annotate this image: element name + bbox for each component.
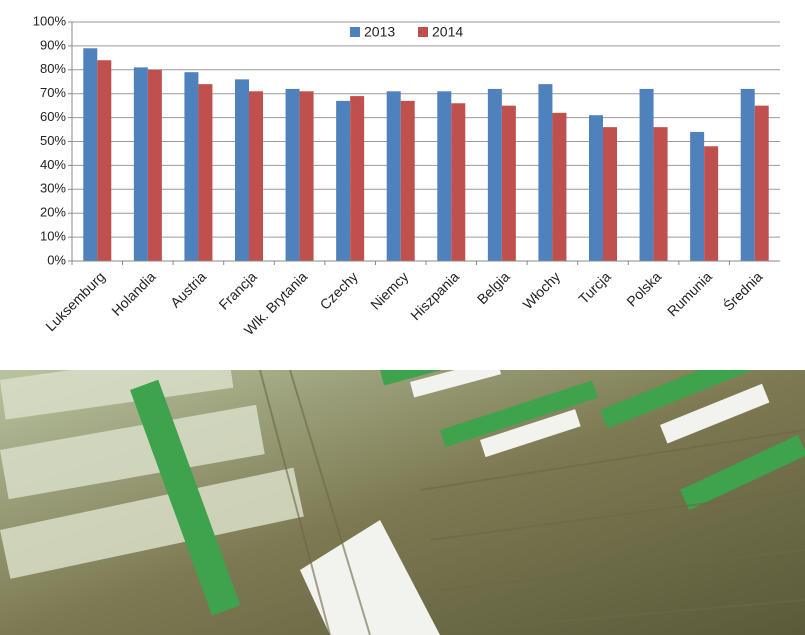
bar: [538, 84, 553, 261]
bar: [487, 88, 502, 261]
bar: [552, 112, 567, 261]
bar: [285, 88, 300, 261]
bar: [740, 88, 755, 261]
y-tick-label: 60%: [40, 109, 66, 124]
bar: [386, 91, 401, 261]
x-tick-label: Belgia: [474, 268, 513, 307]
x-tick-label: Średnia: [719, 268, 765, 314]
bar: [97, 60, 112, 261]
bar: [184, 72, 199, 261]
x-tick-label: Niemcy: [367, 268, 411, 312]
y-tick-label: 40%: [40, 157, 66, 172]
y-tick-label: 0%: [47, 252, 66, 267]
bar: [133, 67, 148, 261]
y-tick-label: 100%: [33, 13, 67, 28]
bar: [235, 79, 249, 261]
bar: [704, 146, 719, 261]
y-tick-label: 70%: [40, 85, 66, 100]
x-tick-label: Francja: [215, 268, 259, 312]
legend-label: 2014: [432, 24, 463, 40]
bar: [603, 127, 617, 261]
legend-label: 2013: [364, 24, 395, 40]
x-tick-label: Czechy: [317, 268, 361, 312]
x-tick-label: Hiszpania: [407, 268, 462, 323]
x-tick-label: Luksemburg: [42, 268, 108, 334]
photo: [0, 370, 805, 635]
bar: [147, 69, 162, 261]
bar: [299, 91, 314, 261]
bar: [437, 91, 452, 261]
y-tick-label: 30%: [40, 181, 66, 196]
bar: [754, 105, 769, 262]
y-tick-label: 50%: [40, 133, 66, 148]
x-tick-label: Włochy: [519, 268, 563, 312]
bar: [350, 96, 365, 261]
bar: [589, 115, 603, 262]
x-tick-label: Turcja: [575, 268, 614, 307]
bar: [501, 105, 516, 262]
x-tick-label: Austria: [167, 268, 209, 310]
y-tick-label: 80%: [40, 61, 66, 76]
bar: [653, 127, 668, 261]
legend-swatch: [350, 27, 360, 37]
y-tick-label: 10%: [40, 229, 66, 244]
bar: [690, 131, 705, 261]
x-tick-label: Holandia: [108, 268, 159, 319]
bar: [249, 91, 263, 261]
legend-swatch: [418, 27, 428, 37]
bar: [198, 84, 213, 261]
bar: [639, 88, 654, 261]
y-tick-label: 90%: [40, 37, 66, 52]
x-tick-label: Polska: [623, 268, 664, 309]
bar: [336, 100, 351, 262]
bar: [451, 103, 466, 261]
y-tick-label: 20%: [40, 205, 66, 220]
chart: 0% 10% 20% 30% 40% 50% 60% 70% 80% 90% 100% Luksemb…: [33, 13, 780, 338]
bar: [400, 100, 415, 262]
x-tick-label: Rumunia: [664, 268, 715, 319]
bar: [83, 48, 98, 261]
